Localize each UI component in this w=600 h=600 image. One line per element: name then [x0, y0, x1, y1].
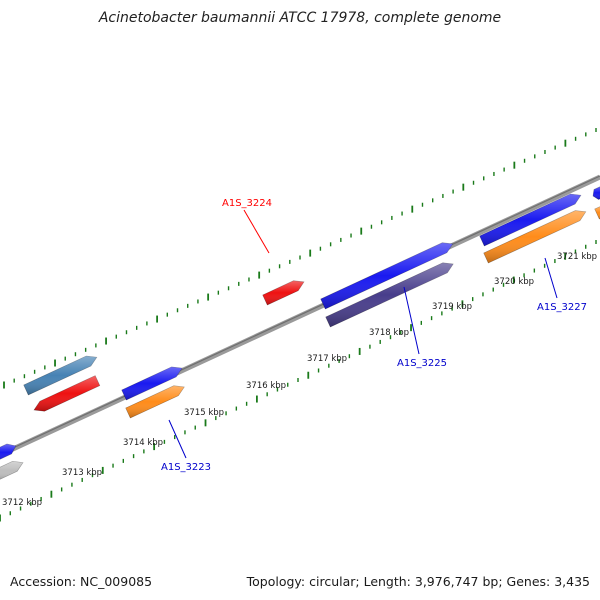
gene-feature-shading	[121, 366, 183, 400]
callout-line-a1s-3223	[168, 419, 187, 459]
kbp-labels: 3712 kbp 3713 kbp 3714 kbp 3715 kbp 3716…	[2, 252, 597, 508]
gene-feature-shading	[262, 280, 304, 305]
gene-features	[0, 186, 600, 480]
gene-label-a1s-3227: A1S_3227	[537, 302, 587, 313]
kbp-label: 3714 kbp	[123, 438, 163, 448]
kbp-label: 3717 kbp	[307, 354, 347, 364]
callout-line-a1s-3224	[243, 209, 270, 254]
genome-backbone	[0, 174, 600, 458]
lower-tick-row	[0, 240, 597, 522]
genome-summary-text: Topology: circular; Length: 3,976,747 bp…	[246, 574, 590, 589]
gene-feature-shading	[479, 194, 581, 246]
gene-label-a1s-3224: A1S_3224	[222, 198, 272, 209]
gene-label-a1s-3225: A1S_3225	[397, 358, 447, 369]
gene-feature-shading	[0, 461, 23, 480]
gene-feature-shading	[125, 385, 185, 418]
map-title: Acinetobacter baumannii ATCC 17978, comp…	[98, 10, 501, 26]
gene-feature-shading	[483, 210, 586, 263]
kbp-label: 3720 kbp	[494, 277, 534, 287]
gene-feature-shading	[320, 242, 453, 309]
kbp-label: 3712 kbp	[2, 498, 42, 508]
gene-feature-shading	[593, 186, 600, 200]
gene-feature-shading	[325, 262, 454, 327]
callout-lines	[168, 209, 558, 459]
kbp-label: 3719 kbp	[432, 302, 472, 312]
gene-label-a1s-3223: A1S_3223	[161, 462, 211, 473]
gene-feature-shading	[23, 356, 97, 395]
gene-feature-shading	[34, 375, 100, 412]
kbp-label: 3716 kbp	[246, 381, 286, 391]
gene-feature-shading	[0, 444, 16, 460]
kbp-label: 3718 kbp	[369, 328, 409, 338]
callout-line-a1s-3225	[403, 286, 420, 355]
kbp-label: 3715 kbp	[184, 408, 224, 418]
kbp-label: 3721 kbp	[557, 252, 597, 262]
kbp-label: 3713 kbp	[62, 468, 102, 478]
gene-feature-shading	[594, 206, 600, 219]
accession-text: Accession: NC_009085	[10, 574, 152, 589]
callout-line-a1s-3227	[544, 257, 558, 299]
upper-tick-row	[3, 128, 597, 389]
